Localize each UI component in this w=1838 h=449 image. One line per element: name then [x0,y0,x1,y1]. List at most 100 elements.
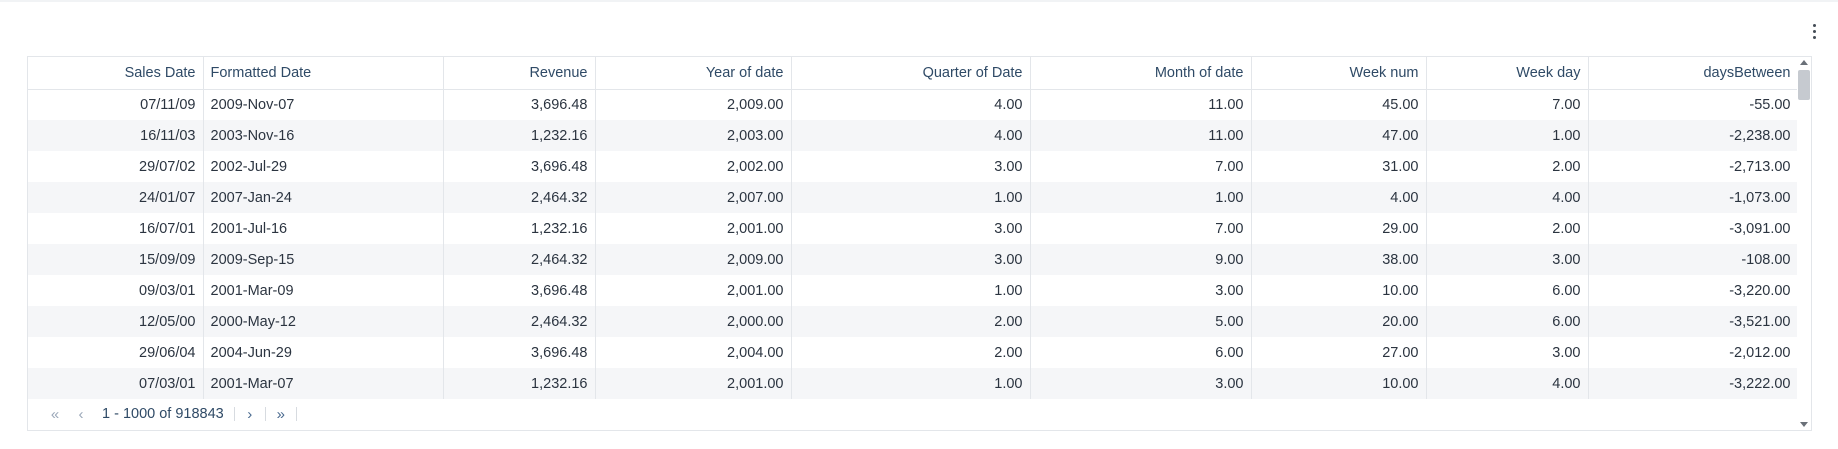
table-cell: 3.00 [791,151,1031,182]
table-cell: 2001-Mar-07 [203,368,444,399]
table-cell: 2.00 [1426,213,1589,244]
table-cell: -2,238.00 [1588,120,1799,151]
table-cell: 3,696.48 [443,89,596,120]
table-row[interactable]: 15/09/09 2009-Sep-15 2,464.32 2,009.00 3.00 9… [28,244,1799,275]
scroll-up-icon[interactable] [1800,60,1808,65]
table-cell: 2,009.00 [595,244,792,275]
table-cell: 2.00 [791,306,1031,337]
table-body: 07/11/09 2009-Nov-07 3,696.48 2,009.00 4.00 1… [28,89,1799,399]
table-row[interactable]: 16/11/03 2003-Nov-16 1,232.16 2,003.00 4.00 1… [28,120,1799,151]
table-cell: 6.00 [1426,275,1589,306]
table-cell: 4.00 [791,89,1031,120]
table-cell: -2,713.00 [1588,151,1799,182]
pagination: « ‹ 1 - 1000 of 918843 › » [28,398,299,430]
table-cell: 12/05/00 [28,306,204,337]
table-cell: 2009-Sep-15 [203,244,444,275]
table-cell: 15/09/09 [28,244,204,275]
table-cell: 3,696.48 [443,275,596,306]
column-header[interactable]: Week day [1426,57,1589,90]
table-row[interactable]: 09/03/01 2001-Mar-09 3,696.48 2,001.00 1.00 3… [28,275,1799,306]
table-cell: 20.00 [1251,306,1427,337]
chevron-right-icon[interactable]: › [247,405,253,423]
double-chevron-left-icon[interactable]: « [50,405,60,423]
table-cell: 2,004.00 [595,337,792,368]
table-cell: 4.00 [1251,182,1427,213]
table-cell: 2,000.00 [595,306,792,337]
table-row[interactable]: 24/01/07 2007-Jan-24 2,464.32 2,007.00 1.00 1… [28,182,1799,213]
table-cell: 2,003.00 [595,120,792,151]
table-row[interactable]: 07/03/01 2001-Mar-07 1,232.16 2,001.00 1.00 3… [28,368,1799,399]
scroll-down-icon[interactable] [1800,422,1808,427]
table-cell: -3,222.00 [1588,368,1799,399]
scrollbar-thumb[interactable] [1798,70,1810,100]
table-cell: 07/03/01 [28,368,204,399]
table-cell: 24/01/07 [28,182,204,213]
table-row[interactable]: 12/05/00 2000-May-12 2,464.32 2,000.00 2.00 5… [28,306,1799,337]
column-header[interactable]: Quarter of Date [791,57,1031,90]
table-cell: 1,232.16 [443,213,596,244]
table-cell: 4.00 [1426,182,1589,213]
table-cell: 1.00 [1426,120,1589,151]
column-header[interactable]: Formatted Date [203,57,444,90]
table-cell: -3,521.00 [1588,306,1799,337]
table-header-row: Sales Date Formatted Date Revenue Year of d… [28,57,1799,90]
table-cell: 2001-Jul-16 [203,213,444,244]
table-cell: 2,001.00 [595,275,792,306]
double-chevron-right-icon[interactable]: » [276,405,285,423]
table-cell: 16/07/01 [28,213,204,244]
table-cell: 31.00 [1251,151,1427,182]
table-cell: 09/03/01 [28,275,204,306]
table-row[interactable]: 29/07/02 2002-Jul-29 3,696.48 2,002.00 3.00 7… [28,151,1799,182]
table-cell: 6.00 [1426,306,1589,337]
table-cell: 5.00 [1030,306,1252,337]
table-cell: 2,464.32 [443,182,596,213]
table-cell: 29.00 [1251,213,1427,244]
column-header[interactable]: Year of date [595,57,792,90]
column-header[interactable]: Revenue [443,57,596,90]
column-header[interactable]: Week num [1251,57,1427,90]
data-table: Sales Date Formatted Date Revenue Year of d… [28,57,1799,399]
table-cell: -2,012.00 [1588,337,1799,368]
table-cell: 1.00 [791,275,1031,306]
column-header[interactable]: Sales Date [28,57,204,90]
table-row[interactable]: 29/06/04 2004-Jun-29 3,696.48 2,004.00 2.00 6… [28,337,1799,368]
table-cell: -1,073.00 [1588,182,1799,213]
table-cell: 3.00 [791,244,1031,275]
table-cell: 7.00 [1030,213,1252,244]
chevron-left-icon[interactable]: ‹ [78,405,84,423]
table-cell: 1,232.16 [443,120,596,151]
table-cell: 1.00 [791,368,1031,399]
table-cell: 10.00 [1251,368,1427,399]
table-cell: 27.00 [1251,337,1427,368]
kebab-menu-icon[interactable] [1803,18,1825,44]
table-cell: 2,001.00 [595,368,792,399]
table-cell: 4.00 [791,120,1031,151]
pagination-divider [295,407,297,421]
table-cell: -55.00 [1588,89,1799,120]
table-cell: 6.00 [1030,337,1252,368]
table-cell: 2004-Jun-29 [203,337,444,368]
pagination-divider [233,407,235,421]
table-row[interactable]: 16/07/01 2001-Jul-16 1,232.16 2,001.00 3.00 7… [28,213,1799,244]
table-cell: 2,001.00 [595,213,792,244]
data-grid: Sales Date Formatted Date Revenue Year of d… [27,56,1812,431]
table-cell: 11.00 [1030,89,1252,120]
table-cell: 2002-Jul-29 [203,151,444,182]
table-cell: -108.00 [1588,244,1799,275]
column-header[interactable]: daysBetween [1588,57,1799,90]
table-row[interactable]: 07/11/09 2009-Nov-07 3,696.48 2,009.00 4.00 1… [28,89,1799,120]
vertical-scrollbar[interactable] [1797,57,1811,430]
table-cell: 7.00 [1030,151,1252,182]
table-cell: 3.00 [1426,244,1589,275]
table-cell: 2,007.00 [595,182,792,213]
table-cell: 3,696.48 [443,151,596,182]
column-header[interactable]: Month of date [1030,57,1252,90]
table-cell: 2,464.32 [443,244,596,275]
table-cell: 1.00 [1030,182,1252,213]
table-cell: 3.00 [1426,337,1589,368]
table-cell: 10.00 [1251,275,1427,306]
table-cell: 2009-Nov-07 [203,89,444,120]
table-cell: 29/06/04 [28,337,204,368]
table-cell: 29/07/02 [28,151,204,182]
table-cell: 11.00 [1030,120,1252,151]
